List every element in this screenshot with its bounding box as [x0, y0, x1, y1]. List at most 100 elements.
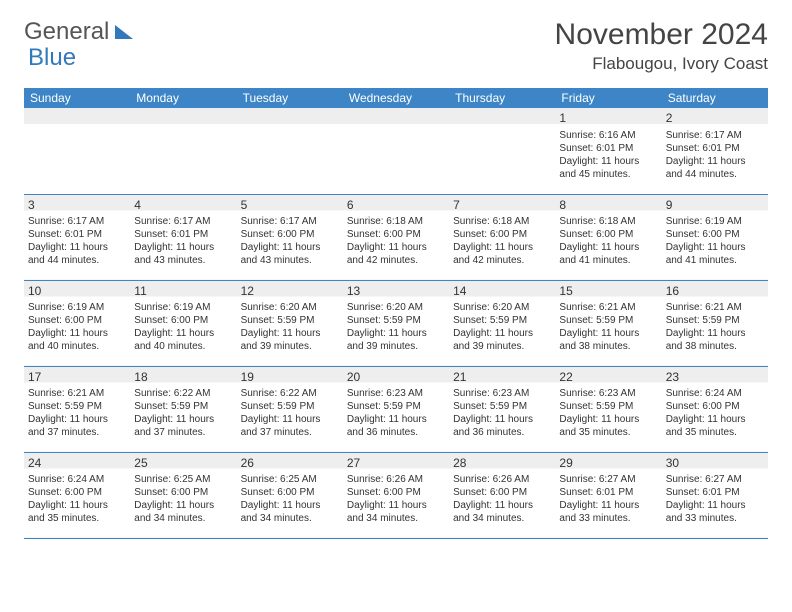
day-number: 6 — [347, 197, 445, 214]
day-info: Sunrise: 6:17 AMSunset: 6:00 PMDaylight:… — [241, 215, 339, 267]
day-info: Sunrise: 6:23 AMSunset: 5:59 PMDaylight:… — [453, 387, 551, 439]
day-info: Sunrise: 6:19 AMSunset: 6:00 PMDaylight:… — [666, 215, 764, 267]
day-info: Sunrise: 6:25 AMSunset: 6:00 PMDaylight:… — [134, 473, 232, 525]
calendar-day — [24, 108, 130, 194]
title-block: November 2024 Flabougou, Ivory Coast — [555, 18, 768, 74]
calendar-day: 5Sunrise: 6:17 AMSunset: 6:00 PMDaylight… — [237, 194, 343, 280]
calendar-day: 21Sunrise: 6:23 AMSunset: 5:59 PMDayligh… — [449, 366, 555, 452]
calendar-day: 12Sunrise: 6:20 AMSunset: 5:59 PMDayligh… — [237, 280, 343, 366]
day-number: 14 — [453, 283, 551, 300]
location-label: Flabougou, Ivory Coast — [555, 54, 768, 74]
col-saturday: Saturday — [662, 88, 768, 108]
day-number: 11 — [134, 283, 232, 300]
col-monday: Monday — [130, 88, 236, 108]
day-info: Sunrise: 6:16 AMSunset: 6:01 PMDaylight:… — [559, 129, 657, 181]
calendar-day: 18Sunrise: 6:22 AMSunset: 5:59 PMDayligh… — [130, 366, 236, 452]
day-number: 16 — [666, 283, 764, 300]
day-info: Sunrise: 6:27 AMSunset: 6:01 PMDaylight:… — [666, 473, 764, 525]
day-number: 22 — [559, 369, 657, 386]
day-info: Sunrise: 6:20 AMSunset: 5:59 PMDaylight:… — [453, 301, 551, 353]
calendar-day: 6Sunrise: 6:18 AMSunset: 6:00 PMDaylight… — [343, 194, 449, 280]
day-info: Sunrise: 6:26 AMSunset: 6:00 PMDaylight:… — [347, 473, 445, 525]
calendar-day: 23Sunrise: 6:24 AMSunset: 6:00 PMDayligh… — [662, 366, 768, 452]
calendar-week: 24Sunrise: 6:24 AMSunset: 6:00 PMDayligh… — [24, 452, 768, 538]
day-number: 10 — [28, 283, 126, 300]
day-info: Sunrise: 6:21 AMSunset: 5:59 PMDaylight:… — [666, 301, 764, 353]
day-info: Sunrise: 6:18 AMSunset: 6:00 PMDaylight:… — [347, 215, 445, 267]
calendar-body: 1 Sunrise: 6:16 AMSunset: 6:01 PMDaylight… — [24, 108, 768, 538]
calendar-day — [449, 108, 555, 194]
day-info: Sunrise: 6:23 AMSunset: 5:59 PMDaylight:… — [559, 387, 657, 439]
day-number: 12 — [241, 283, 339, 300]
calendar-day: 8Sunrise: 6:18 AMSunset: 6:00 PMDaylight… — [555, 194, 661, 280]
day-number: 23 — [666, 369, 764, 386]
day-info: Sunrise: 6:18 AMSunset: 6:00 PMDaylight:… — [453, 215, 551, 267]
day-info: Sunrise: 6:22 AMSunset: 5:59 PMDaylight:… — [134, 387, 232, 439]
calendar-day: 13Sunrise: 6:20 AMSunset: 5:59 PMDayligh… — [343, 280, 449, 366]
brand-logo: General — [24, 18, 133, 46]
day-number: 25 — [134, 455, 232, 472]
day-number: 19 — [241, 369, 339, 386]
day-info: Sunrise: 6:24 AMSunset: 6:00 PMDaylight:… — [666, 387, 764, 439]
day-number: 2 — [666, 110, 764, 127]
day-info: Sunrise: 6:17 AMSunset: 6:01 PMDaylight:… — [28, 215, 126, 267]
calendar-table: Sunday Monday Tuesday Wednesday Thursday… — [24, 88, 768, 539]
day-info: Sunrise: 6:27 AMSunset: 6:01 PMDaylight:… — [559, 473, 657, 525]
day-number: 4 — [134, 197, 232, 214]
col-sunday: Sunday — [24, 88, 130, 108]
calendar-week: 3Sunrise: 6:17 AMSunset: 6:01 PMDaylight… — [24, 194, 768, 280]
logo-triangle-icon — [115, 25, 133, 39]
calendar-day: 17Sunrise: 6:21 AMSunset: 5:59 PMDayligh… — [24, 366, 130, 452]
calendar-day — [130, 108, 236, 194]
day-number: 15 — [559, 283, 657, 300]
calendar-day — [343, 108, 449, 194]
day-number: 18 — [134, 369, 232, 386]
col-friday: Friday — [555, 88, 661, 108]
day-number: 26 — [241, 455, 339, 472]
day-number: 3 — [28, 197, 126, 214]
day-info: Sunrise: 6:19 AMSunset: 6:00 PMDaylight:… — [28, 301, 126, 353]
day-number: 5 — [241, 197, 339, 214]
day-info: Sunrise: 6:19 AMSunset: 6:00 PMDaylight:… — [134, 301, 232, 353]
calendar-day: 3Sunrise: 6:17 AMSunset: 6:01 PMDaylight… — [24, 194, 130, 280]
calendar-day: 7Sunrise: 6:18 AMSunset: 6:00 PMDaylight… — [449, 194, 555, 280]
day-number: 27 — [347, 455, 445, 472]
calendar-week: 17Sunrise: 6:21 AMSunset: 5:59 PMDayligh… — [24, 366, 768, 452]
calendar-day: 1 Sunrise: 6:16 AMSunset: 6:01 PMDaylight… — [555, 108, 661, 194]
day-number: 9 — [666, 197, 764, 214]
day-info: Sunrise: 6:17 AMSunset: 6:01 PMDaylight:… — [666, 129, 764, 181]
calendar-week: 1 Sunrise: 6:16 AMSunset: 6:01 PMDaylight… — [24, 108, 768, 194]
day-number: 13 — [347, 283, 445, 300]
month-title: November 2024 — [555, 18, 768, 52]
day-info: Sunrise: 6:18 AMSunset: 6:00 PMDaylight:… — [559, 215, 657, 267]
day-info: Sunrise: 6:21 AMSunset: 5:59 PMDaylight:… — [28, 387, 126, 439]
day-number: 21 — [453, 369, 551, 386]
day-number: 17 — [28, 369, 126, 386]
calendar-day: 26Sunrise: 6:25 AMSunset: 6:00 PMDayligh… — [237, 452, 343, 538]
calendar-day: 2 Sunrise: 6:17 AMSunset: 6:01 PMDaylight… — [662, 108, 768, 194]
day-info: Sunrise: 6:23 AMSunset: 5:59 PMDaylight:… — [347, 387, 445, 439]
calendar-day: 27Sunrise: 6:26 AMSunset: 6:00 PMDayligh… — [343, 452, 449, 538]
day-number: 29 — [559, 455, 657, 472]
calendar-day: 9Sunrise: 6:19 AMSunset: 6:00 PMDaylight… — [662, 194, 768, 280]
calendar-day: 30Sunrise: 6:27 AMSunset: 6:01 PMDayligh… — [662, 452, 768, 538]
calendar-day: 19Sunrise: 6:22 AMSunset: 5:59 PMDayligh… — [237, 366, 343, 452]
calendar-day: 14Sunrise: 6:20 AMSunset: 5:59 PMDayligh… — [449, 280, 555, 366]
calendar-day: 15Sunrise: 6:21 AMSunset: 5:59 PMDayligh… — [555, 280, 661, 366]
calendar-week: 10Sunrise: 6:19 AMSunset: 6:00 PMDayligh… — [24, 280, 768, 366]
day-number: 24 — [28, 455, 126, 472]
col-thursday: Thursday — [449, 88, 555, 108]
day-number: 7 — [453, 197, 551, 214]
calendar-day: 24Sunrise: 6:24 AMSunset: 6:00 PMDayligh… — [24, 452, 130, 538]
calendar-day: 29Sunrise: 6:27 AMSunset: 6:01 PMDayligh… — [555, 452, 661, 538]
day-number: 28 — [453, 455, 551, 472]
col-wednesday: Wednesday — [343, 88, 449, 108]
day-number: 1 — [559, 110, 657, 127]
day-info: Sunrise: 6:17 AMSunset: 6:01 PMDaylight:… — [134, 215, 232, 267]
calendar-day: 10Sunrise: 6:19 AMSunset: 6:00 PMDayligh… — [24, 280, 130, 366]
day-info: Sunrise: 6:20 AMSunset: 5:59 PMDaylight:… — [241, 301, 339, 353]
day-number: 20 — [347, 369, 445, 386]
brand-name-1: General — [24, 18, 109, 46]
calendar-day: 11Sunrise: 6:19 AMSunset: 6:00 PMDayligh… — [130, 280, 236, 366]
day-number: 30 — [666, 455, 764, 472]
